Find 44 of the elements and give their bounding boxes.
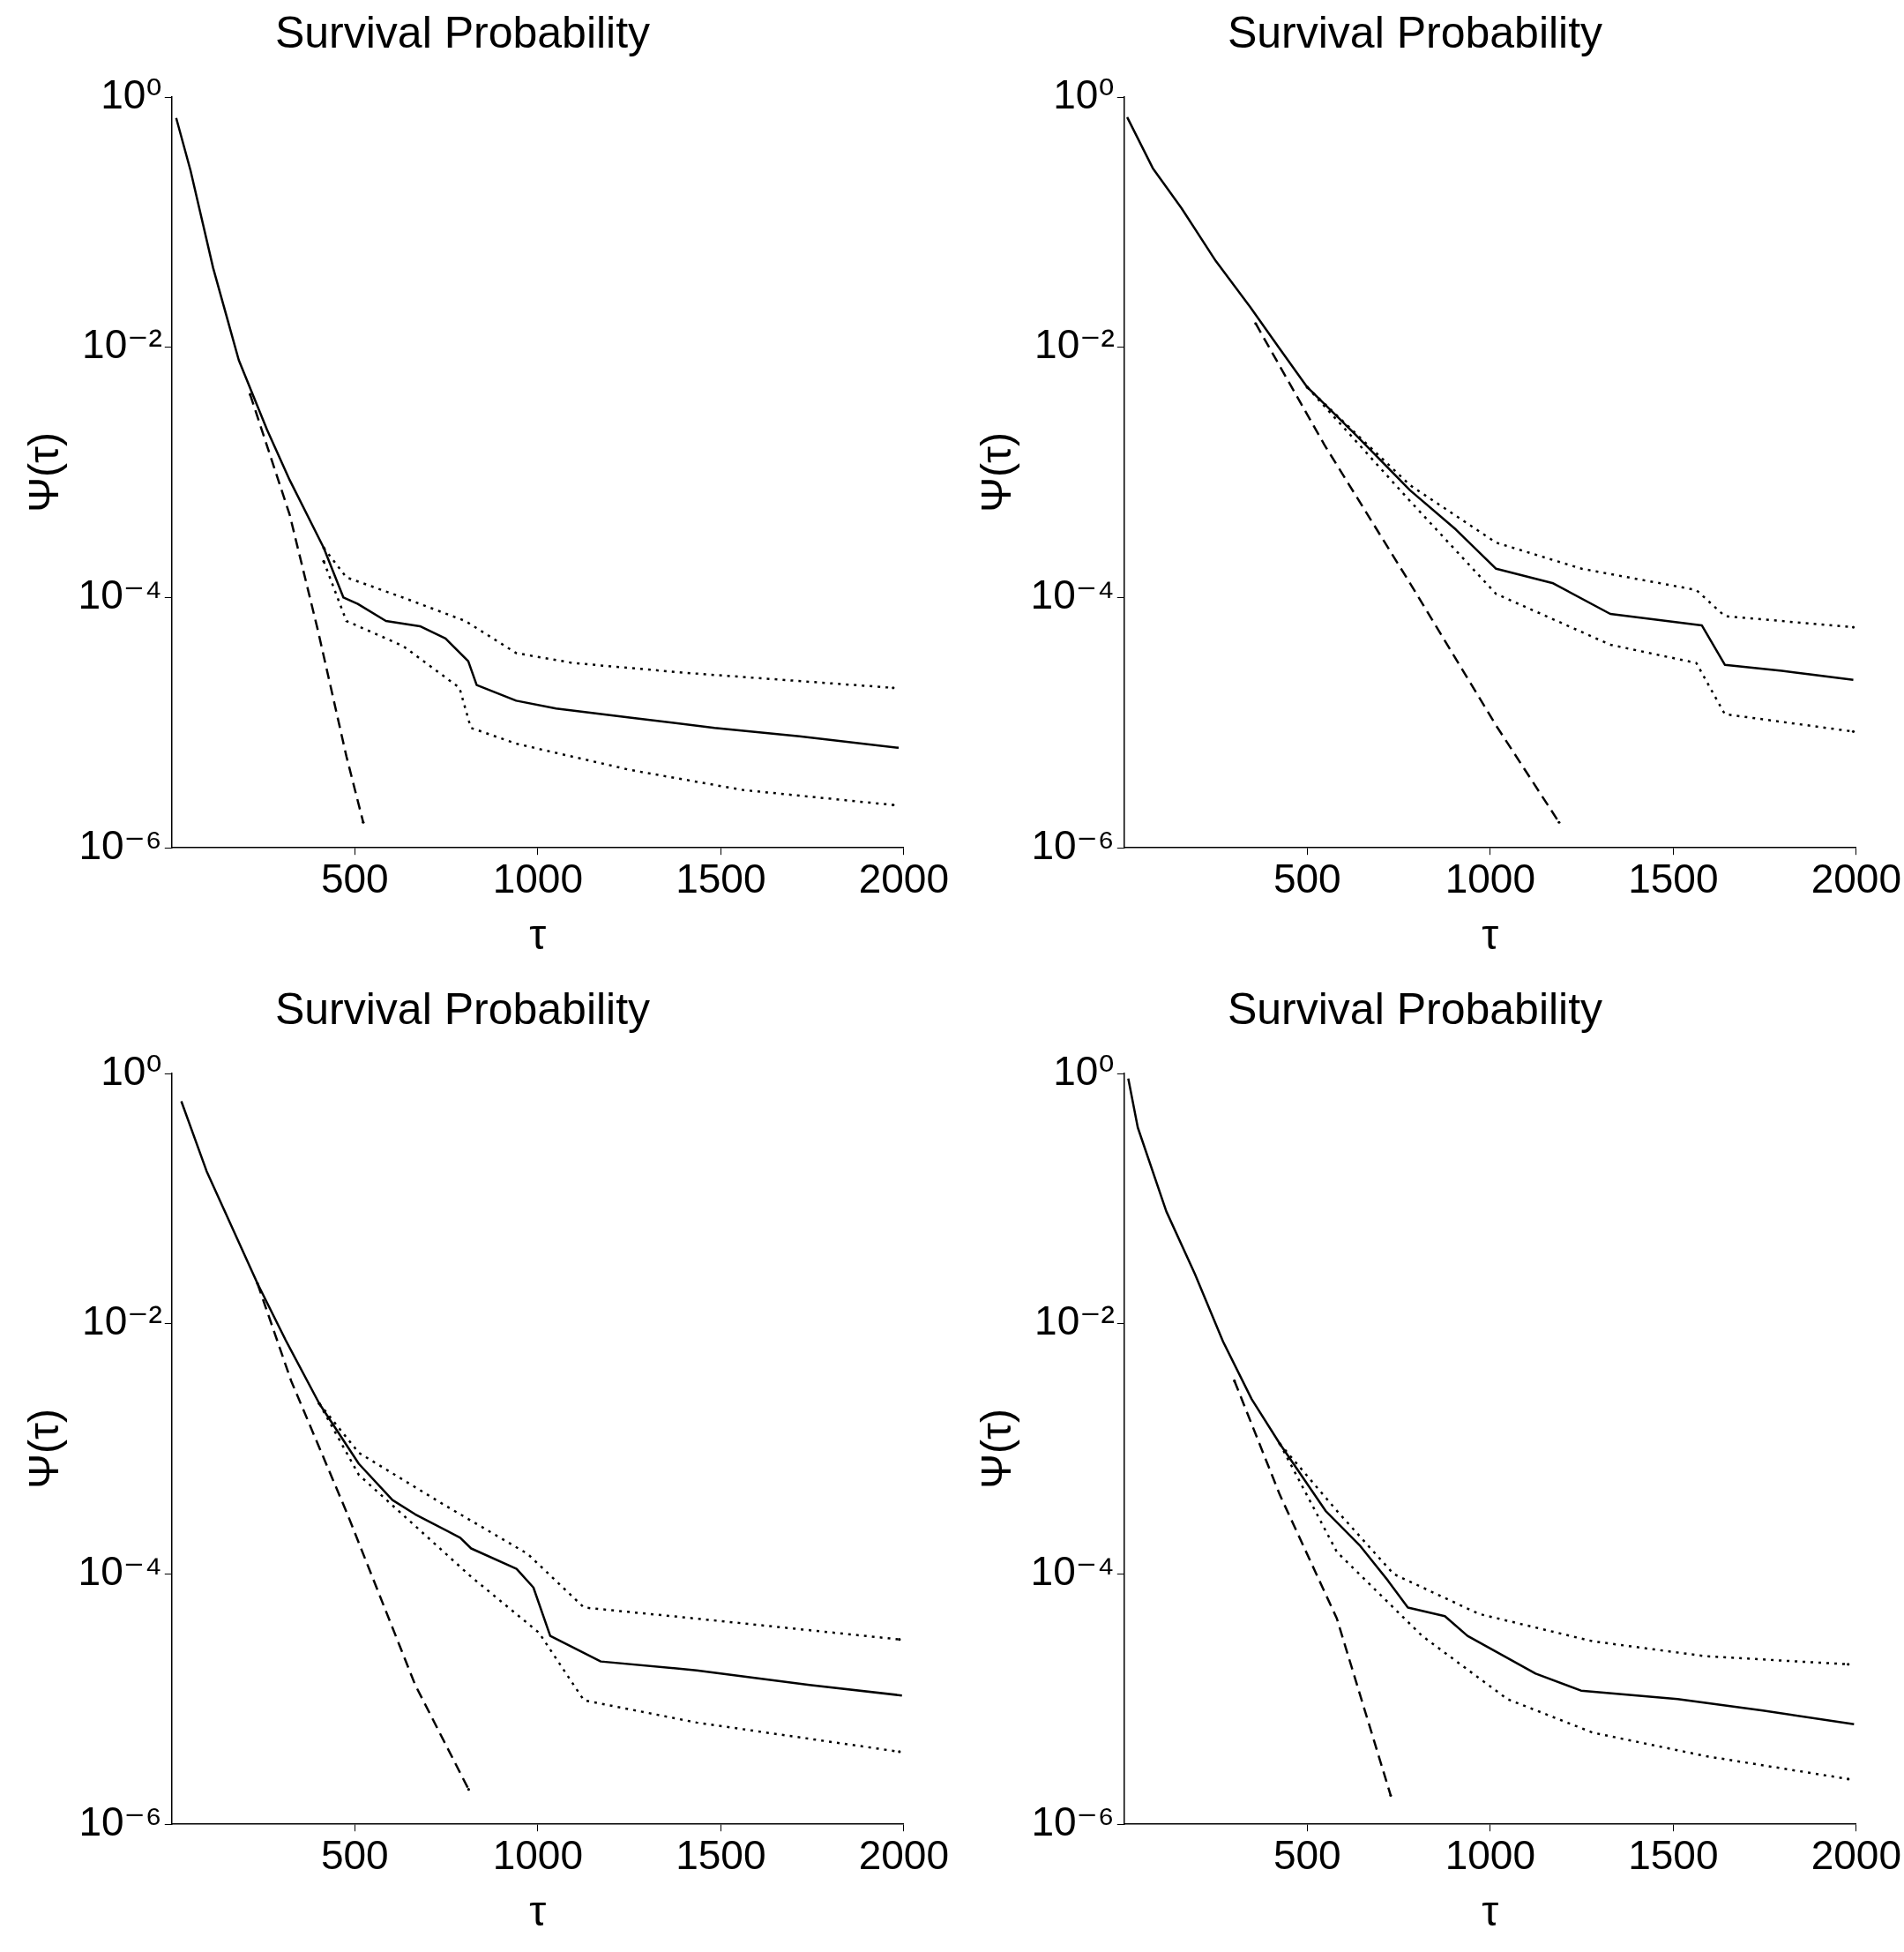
chart-title: Survival Probability	[1227, 7, 1603, 57]
y-tick-label: 10⁰	[1053, 1047, 1115, 1094]
x-tick-label: 1500	[676, 1832, 766, 1879]
y-tick-label: 10⁻⁴	[78, 1548, 162, 1595]
y-axis-title: Ψ(τ)	[20, 1409, 68, 1490]
y-tick-label: 10⁻²	[82, 321, 162, 368]
y-tick-label: 10⁻⁴	[78, 572, 162, 618]
y-tick-label: 10⁻⁶	[78, 1798, 162, 1844]
x-axis-title: τ	[529, 1888, 547, 1935]
x-axis-title: τ	[1482, 1888, 1499, 1935]
y-tick-label: 10⁻⁴	[1030, 572, 1115, 618]
y-axis-title: Ψ(τ)	[973, 1409, 1020, 1490]
y-tick-label: 10⁻²	[1034, 321, 1115, 368]
y-axis-title: Ψ(τ)	[973, 432, 1020, 513]
y-tick-label: 10⁰	[101, 1047, 162, 1094]
y-tick-label: 10⁻⁴	[1030, 1548, 1115, 1595]
y-tick-label: 10⁰	[101, 71, 162, 117]
x-tick-label: 1500	[1628, 856, 1719, 902]
x-tick-label: 1500	[1628, 1832, 1719, 1879]
x-tick-label: 1000	[492, 1832, 583, 1879]
y-tick-label: 10⁰	[1053, 71, 1115, 117]
y-tick-label: 10⁻⁶	[78, 821, 162, 868]
x-tick-label: 500	[320, 1832, 389, 1879]
x-tick-label: 2000	[858, 856, 950, 902]
x-axis-title: τ	[1482, 911, 1499, 959]
y-tick-label: 10⁻²	[82, 1298, 162, 1344]
x-tick-label: 500	[1273, 856, 1341, 902]
x-tick-label: 1000	[1445, 1832, 1535, 1879]
x-tick-label: 1000	[1445, 856, 1535, 902]
x-tick-label: 2000	[858, 1832, 950, 1879]
x-tick-label: 2000	[1811, 1832, 1902, 1879]
y-tick-label: 10⁻⁶	[1031, 821, 1115, 868]
y-tick-label: 10⁻⁶	[1031, 1798, 1115, 1844]
chart-title: Survival Probability	[274, 7, 651, 57]
y-axis-title: Ψ(τ)	[20, 432, 68, 513]
x-tick-label: 1000	[492, 856, 583, 902]
x-tick-label: 2000	[1811, 856, 1902, 902]
x-tick-label: 500	[1273, 1832, 1341, 1879]
chart-title: Survival Probability	[274, 983, 651, 1034]
x-axis-title: τ	[529, 911, 547, 959]
y-tick-label: 10⁻²	[1034, 1298, 1115, 1344]
x-tick-label: 500	[320, 856, 389, 902]
chart-title: Survival Probability	[1227, 983, 1603, 1034]
x-tick-label: 1500	[676, 856, 766, 902]
